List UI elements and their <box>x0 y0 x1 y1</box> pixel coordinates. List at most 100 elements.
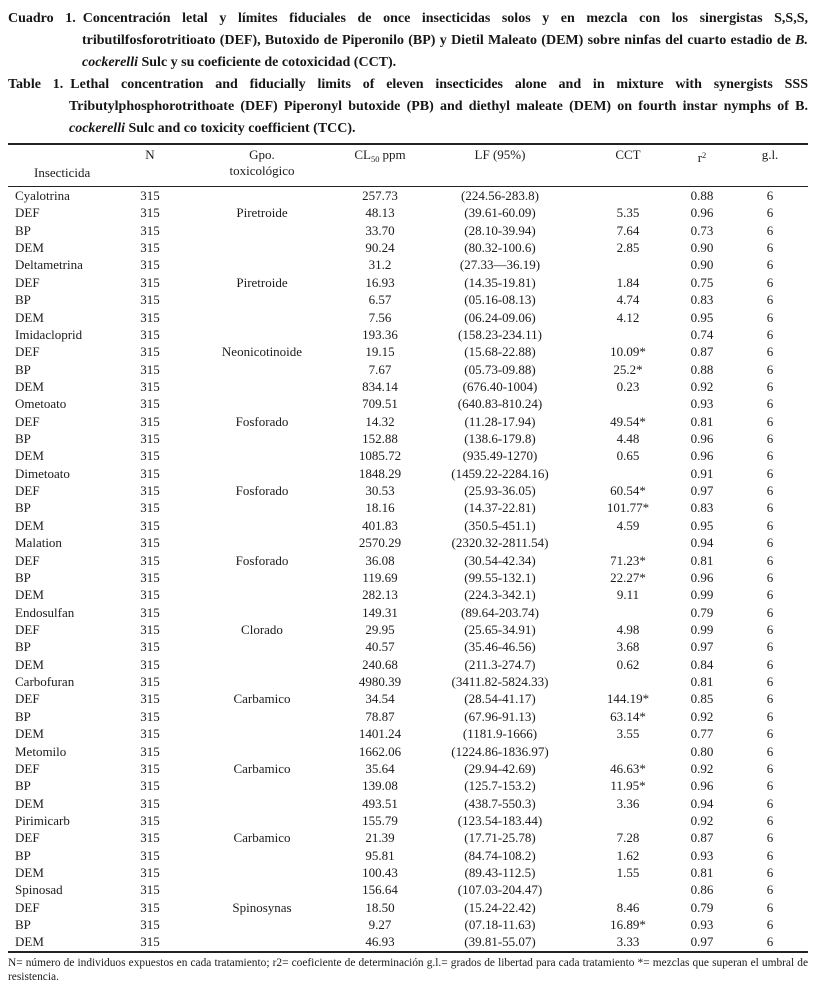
cell-gpo <box>180 586 344 603</box>
cell-gpo <box>180 708 344 725</box>
cell-name: DEF <box>15 899 40 915</box>
cell-gl: 6 <box>766 292 774 308</box>
cell-lf: (3411.82-5824.33) <box>451 674 549 690</box>
cell-gpo <box>180 291 344 308</box>
cell-gl: 6 <box>766 899 774 915</box>
cell-gpo <box>180 395 344 412</box>
cell-cct <box>584 743 672 760</box>
cell-cct: 25.2* <box>613 361 643 377</box>
cell-cl50: 156.64 <box>362 882 398 898</box>
cell-cct: 3.55 <box>616 726 640 742</box>
cell-gpo <box>180 777 344 794</box>
cell-cct: 7.64 <box>616 222 640 238</box>
cell-name: DEM <box>15 934 44 950</box>
cell-cct <box>584 256 672 273</box>
cell-lf: (35.46-46.56) <box>464 639 536 655</box>
cell-name: DEF <box>15 274 40 290</box>
cell-cl50: 90.24 <box>365 240 395 256</box>
table-row: BP 315 95.81 (84.74-108.2) 1.62 0.93 6 <box>8 847 808 864</box>
cell-r2: 0.92 <box>690 812 714 828</box>
cell-n: 315 <box>140 274 160 290</box>
cell-cl50: 7.67 <box>368 361 392 377</box>
cell-n: 315 <box>140 587 160 603</box>
cell-gpo <box>180 795 344 812</box>
cell-cl50: 193.36 <box>362 326 398 342</box>
cell-name: DEF <box>15 344 40 360</box>
cell-gpo <box>180 499 344 516</box>
table-row: Dimetoato 315 1848.29 (1459.22-2284.16) 0.91… <box>8 465 808 482</box>
cell-n: 315 <box>140 865 160 881</box>
cell-r2: 0.96 <box>690 569 714 585</box>
cell-n: 315 <box>140 257 160 273</box>
cell-n: 315 <box>140 917 160 933</box>
cell-cct: 3.68 <box>616 639 640 655</box>
cell-name: Endosulfan <box>15 604 75 620</box>
table-row: DEF 315 Carbamico 35.64 (29.94-42.69) 46.63* 0… <box>8 760 808 777</box>
cell-cl50: 240.68 <box>362 656 398 672</box>
cell-cct: 4.48 <box>616 431 640 447</box>
table-row: DEM 315 100.43 (89.43-112.5) 1.55 0.81 6 <box>8 864 808 881</box>
cell-cl50: 18.50 <box>365 899 395 915</box>
cell-name: BP <box>15 917 31 933</box>
cell-lf: (224.56-283.8) <box>461 188 539 203</box>
cell-lf: (39.61-60.09) <box>464 205 536 221</box>
cell-gpo <box>180 239 344 256</box>
cell-n: 315 <box>140 674 160 690</box>
cell-r2: 0.85 <box>690 691 714 707</box>
cell-lf: (07.18-11.63) <box>464 917 536 933</box>
cell-gl: 6 <box>766 361 774 377</box>
cell-gl: 6 <box>766 500 774 516</box>
cell-cct: 144.19* <box>606 691 650 707</box>
cell-name: Malation <box>15 535 62 551</box>
cell-gl: 6 <box>766 830 774 846</box>
insecticide-table: Insecticida N Gpo. toxicológico CL50 ppm L… <box>8 143 808 953</box>
cell-gpo <box>180 812 344 829</box>
cell-cct: 1.55 <box>616 865 640 881</box>
table-row: BP 315 6.57 (05.16-08.13) 4.74 0.83 6 <box>8 291 808 308</box>
cell-gl: 6 <box>766 708 774 724</box>
cell-name: Metomilo <box>15 743 67 759</box>
column-header-lf-95: LF (95%) <box>416 144 584 187</box>
cell-n: 315 <box>140 656 160 672</box>
cell-lf: (89.64-203.74) <box>461 604 539 620</box>
cell-cct <box>584 534 672 551</box>
cell-n: 315 <box>140 431 160 447</box>
table-row: DEM 315 834.14 (676.40-1004) 0.23 0.92 6 <box>8 378 808 395</box>
cell-cct: 49.54* <box>610 413 646 429</box>
cell-lf: (2320.32-2811.54) <box>451 535 549 551</box>
cell-name: DEM <box>15 795 44 811</box>
cell-lf: (438.7-550.3) <box>464 795 536 811</box>
cell-gl: 6 <box>766 205 774 221</box>
cell-lf: (99.55-132.1) <box>464 569 536 585</box>
cell-r2: 0.81 <box>690 552 714 568</box>
cell-cl50: 30.53 <box>365 483 395 499</box>
cell-cct <box>584 673 672 690</box>
cell-cct: 5.35 <box>616 205 640 221</box>
cell-n: 315 <box>140 448 160 464</box>
cell-r2: 0.94 <box>690 535 714 551</box>
cell-name: BP <box>15 431 31 447</box>
cell-name: BP <box>15 222 31 238</box>
cell-name: DEM <box>15 587 44 603</box>
cell-n: 315 <box>140 378 160 394</box>
table-row: DEM 315 7.56 (06.24-09.06) 4.12 0.95 6 <box>8 309 808 326</box>
table-row: Endosulfan 315 149.31 (89.64-203.74) 0.79 6 <box>8 604 808 621</box>
cell-cct: 10.09* <box>610 344 646 360</box>
cell-lf: (1224.86-1836.97) <box>451 743 549 759</box>
cell-name: DEM <box>15 240 44 256</box>
cell-r2: 0.88 <box>690 188 714 203</box>
cell-cl50: 31.2 <box>368 257 392 273</box>
cell-gpo <box>180 847 344 864</box>
cell-lf: (11.28-17.94) <box>464 413 536 429</box>
cell-cl50: 33.70 <box>365 222 395 238</box>
cell-n: 315 <box>140 691 160 707</box>
cell-cl50: 709.51 <box>362 396 398 412</box>
title-english: Table 1. Lethal concentration and fiducia… <box>8 74 808 140</box>
cell-gl: 6 <box>766 674 774 690</box>
cell-lf: (14.37-22.81) <box>464 500 536 516</box>
cell-gpo <box>180 465 344 482</box>
cell-n: 315 <box>140 500 160 516</box>
cell-n: 315 <box>140 361 160 377</box>
cell-r2: 0.95 <box>690 517 714 533</box>
